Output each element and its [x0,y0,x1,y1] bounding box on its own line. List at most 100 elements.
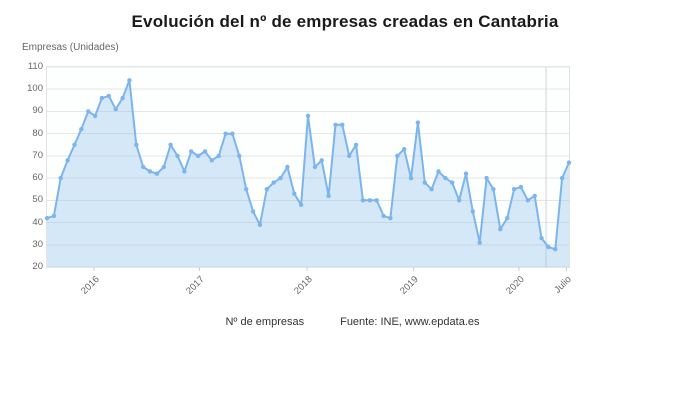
data-point[interactable] [305,113,311,119]
x-tick-label: 2018 [292,274,315,297]
data-point[interactable] [518,184,524,190]
data-point[interactable] [347,153,352,159]
y-tick-label: 110 [27,61,43,72]
data-point[interactable] [230,131,235,136]
data-point[interactable] [161,164,166,170]
data-point[interactable] [195,153,201,159]
data-point[interactable] [477,240,482,245]
data-point[interactable] [505,215,510,221]
data-point[interactable] [72,142,77,147]
data-point[interactable] [566,160,572,165]
data-point[interactable] [298,202,304,207]
data-point[interactable] [429,187,434,192]
data-point[interactable] [285,164,290,170]
data-point[interactable] [264,187,269,192]
chart-title: Evolución del nº de empresas creadas en … [131,12,559,31]
data-point[interactable] [436,169,441,174]
y-tick-label: 100 [27,83,43,95]
data-point[interactable] [134,142,139,147]
data-point[interactable] [106,93,111,99]
legend-label: Nº de empresas [225,316,305,328]
x-tick-label: 2020 [503,274,527,297]
data-point[interactable] [553,247,558,252]
data-point[interactable] [127,78,132,83]
data-point[interactable] [450,180,455,185]
legend-item-empresas[interactable]: Nº de empresas [210,316,304,328]
data-point[interactable] [498,227,503,232]
data-point[interactable] [319,158,324,163]
data-point[interactable] [120,95,125,101]
data-point[interactable] [250,209,256,214]
data-point[interactable] [491,187,496,192]
data-point[interactable] [86,109,91,114]
y-tick-label: 70 [32,149,43,161]
data-point[interactable] [415,120,421,125]
data-point[interactable] [175,153,180,159]
data-point[interactable] [92,113,98,119]
data-point[interactable] [484,175,489,181]
legend: Nº de empresas Fuente: INE, www.epdata.e… [0,316,690,328]
data-point[interactable] [374,198,379,203]
data-point[interactable] [340,122,345,127]
data-point[interactable] [539,235,544,241]
data-point[interactable] [278,175,283,181]
data-point[interactable] [209,158,214,163]
data-point[interactable] [353,142,359,147]
data-point[interactable] [147,169,153,174]
data-point[interactable] [470,209,475,214]
data-point[interactable] [58,175,63,181]
data-point[interactable] [456,198,462,203]
data-point[interactable] [113,107,118,112]
data-point[interactable] [168,142,173,147]
y-tick-label: 40 [32,216,43,228]
data-point[interactable] [65,158,70,163]
y-axis-unit-label: Empresas (Unidades) [22,42,119,53]
y-tick-label: 30 [32,238,43,250]
data-point[interactable] [463,171,469,176]
data-point[interactable] [443,175,448,181]
data-point[interactable] [237,153,242,159]
y-tick-label: 20 [32,261,43,272]
data-point[interactable] [271,180,276,185]
data-point[interactable] [99,95,105,101]
data-point[interactable] [182,169,187,174]
data-point[interactable] [360,198,366,203]
data-point[interactable] [189,149,194,154]
x-tick-label: Julio [552,274,575,296]
data-point[interactable] [532,193,537,199]
y-tick-label: 60 [32,172,43,184]
y-tick-label: 90 [32,105,43,117]
data-point[interactable] [422,180,427,185]
data-point[interactable] [326,193,331,199]
data-point[interactable] [395,153,400,159]
data-point[interactable] [559,175,565,181]
data-point[interactable] [44,215,50,221]
y-tick-label: 50 [32,194,43,206]
data-point[interactable] [511,187,517,192]
data-point[interactable] [402,147,407,152]
data-point[interactable] [216,153,221,159]
data-point[interactable] [141,164,146,170]
data-point[interactable] [244,187,249,192]
data-point[interactable] [388,215,393,221]
data-point[interactable] [202,149,208,154]
data-point[interactable] [79,127,84,132]
y-tick-label: 80 [32,127,43,139]
data-point[interactable] [408,175,414,181]
data-point[interactable] [292,191,297,196]
data-point[interactable] [257,222,263,227]
x-tick-label: 2019 [398,274,422,297]
data-point[interactable] [312,164,318,170]
data-point[interactable] [154,171,160,176]
source-text: Fuente: INE, www.epdata.es [340,316,480,328]
data-point[interactable] [546,244,551,250]
data-point[interactable] [525,198,530,203]
x-tick-label: 2017 [184,274,208,297]
data-point[interactable] [367,198,372,203]
data-point[interactable] [381,213,386,219]
data-point[interactable] [51,213,57,219]
data-point[interactable] [333,122,338,127]
plot-area[interactable]: 110 100 90 80 70 60 50 40 30 20 2016 2017 2018 2019 2… [27,62,574,297]
data-point[interactable] [223,131,228,136]
x-tick-label: 2016 [79,274,102,297]
